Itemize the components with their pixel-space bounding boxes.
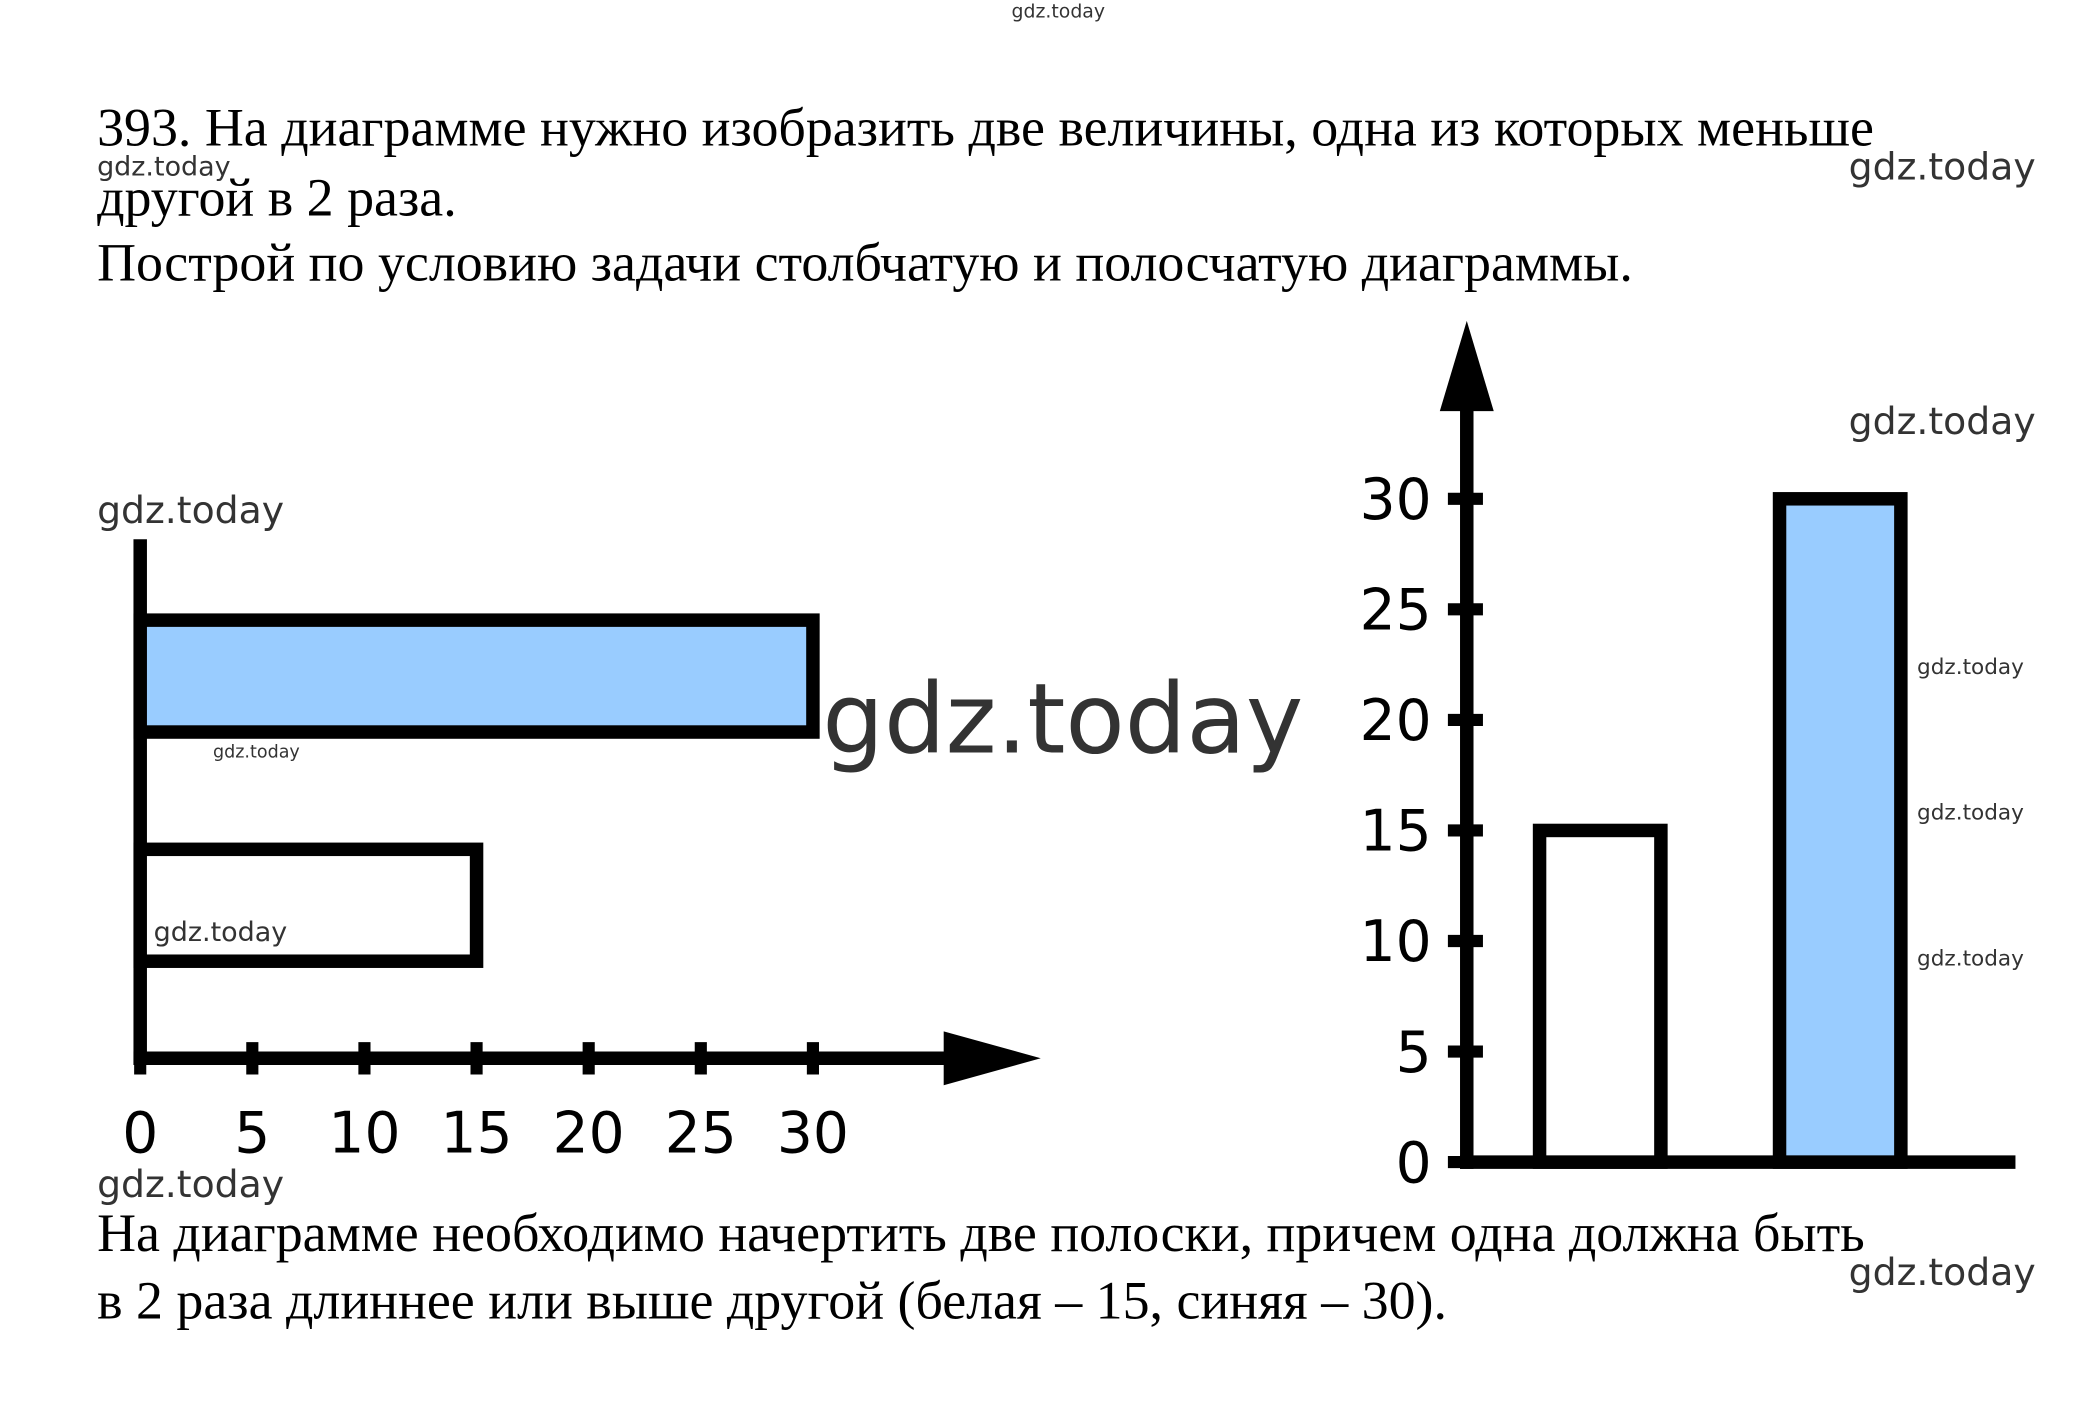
- watermark: gdz.today: [213, 743, 300, 763]
- watermark: gdz.today: [97, 1162, 284, 1206]
- x-tick-label: 15: [441, 1101, 513, 1167]
- arrow: [943, 1031, 1041, 1086]
- x-tick-label: 0: [122, 1101, 158, 1167]
- problem-line: другой в 2 раза.: [97, 168, 457, 228]
- y-tick-label: 0: [1396, 1130, 1432, 1196]
- y-tick-label: 25: [1360, 578, 1432, 644]
- watermark: gdz.today: [97, 488, 284, 532]
- watermark: gdz.today: [1849, 1250, 2036, 1294]
- x-tick-label: 5: [234, 1101, 270, 1167]
- bar: [133, 842, 484, 968]
- y-tick-label: 20: [1360, 688, 1432, 754]
- watermark: gdz.today: [1849, 399, 2036, 443]
- y-tick-label: 10: [1360, 909, 1432, 975]
- bar: [1532, 823, 1668, 1169]
- x-tick-label: 30: [777, 1101, 849, 1167]
- y-tick-label: 30: [1360, 467, 1432, 533]
- arrow: [1439, 320, 1494, 412]
- y-tick-label: 15: [1360, 799, 1432, 865]
- bar: [1772, 492, 1908, 1169]
- watermark: gdz.today: [822, 662, 1303, 775]
- watermark: gdz.today: [1012, 1, 1105, 23]
- x-tick-label: 10: [328, 1101, 400, 1167]
- watermark: gdz.today: [154, 917, 288, 948]
- watermark: gdz.today: [1917, 655, 2024, 680]
- x-tick-label: 20: [553, 1101, 625, 1167]
- watermark: gdz.today: [1849, 144, 2036, 188]
- x-tick-label: 25: [665, 1101, 737, 1167]
- problem-line: Построй по условию задачи столбчатую и п…: [97, 232, 1633, 292]
- answer-line: На диаграмме необходимо начертить две по…: [97, 1203, 1865, 1263]
- watermark: gdz.today: [1917, 946, 2024, 971]
- answer-line: в 2 раза длиннее или выше другой (белая …: [97, 1270, 1447, 1330]
- watermark: gdz.today: [1917, 801, 2024, 826]
- watermark: gdz.today: [97, 151, 231, 182]
- problem-line: 393. На диаграмме нужно изобразить две в…: [97, 98, 1874, 158]
- bar: [133, 613, 820, 739]
- y-tick-label: 5: [1396, 1020, 1432, 1086]
